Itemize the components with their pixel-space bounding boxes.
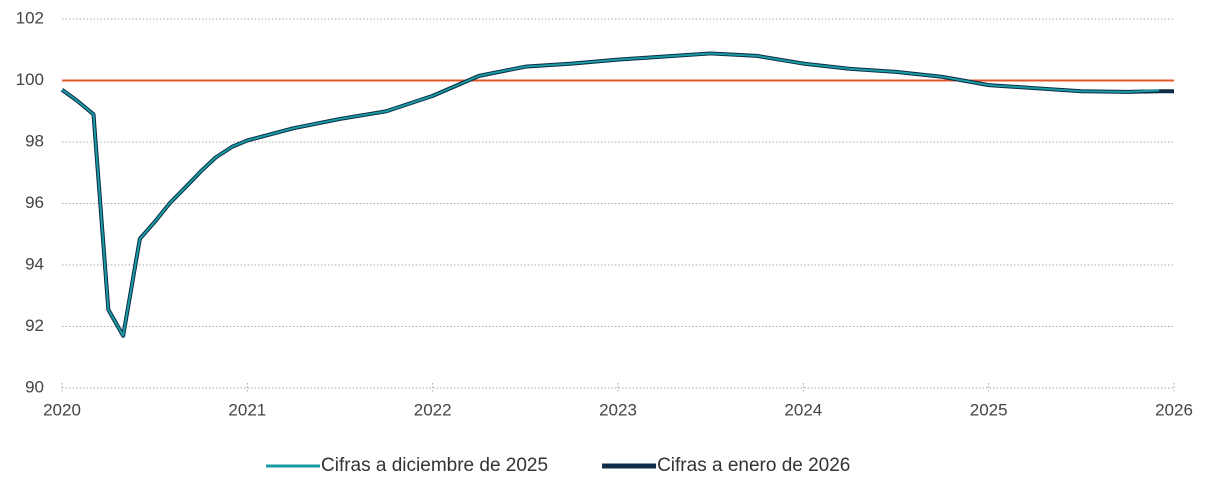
y-tick-label: 102 <box>16 8 44 27</box>
series-line <box>60 51 1174 338</box>
legend-text: Cifras a diciembre de 2025 <box>321 455 548 476</box>
y-tick-label: 94 <box>25 254 44 273</box>
x-tick-label: 2023 <box>599 400 637 419</box>
y-tick-label: 98 <box>25 131 44 150</box>
x-tick-label: 2021 <box>228 400 266 419</box>
x-tick-label: 2020 <box>43 400 81 419</box>
x-tick-label: 2022 <box>414 400 452 419</box>
y-tick-label: 100 <box>16 70 44 89</box>
legend-text: Cifras a enero de 2026 <box>657 455 850 476</box>
series-line <box>61 52 1160 337</box>
x-tick-label: 2024 <box>784 400 822 419</box>
x-tick-label: 2025 <box>970 400 1008 419</box>
x-tick-label: 2026 <box>1155 400 1193 419</box>
y-tick-label: 92 <box>25 316 44 335</box>
y-tick-label: 90 <box>25 377 44 396</box>
y-tick-label: 96 <box>25 193 44 212</box>
